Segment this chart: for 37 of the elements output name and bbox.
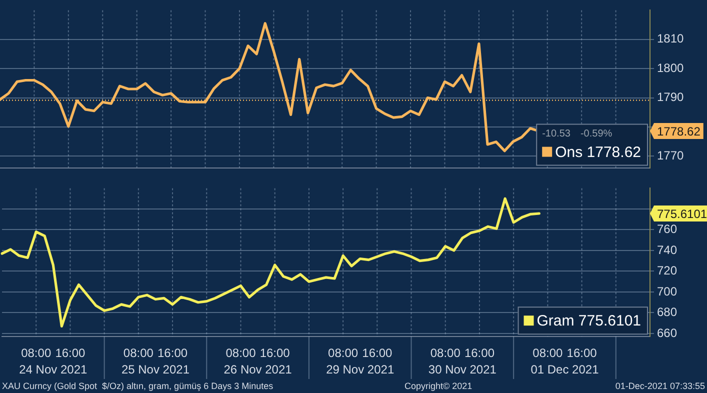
text: 30 Nov 2021 [428, 362, 497, 376]
legend-label: Ons 1778.62 [555, 144, 642, 161]
x-tick-label: 08:00 [123, 346, 154, 360]
legend-label: Gram 775.6101 [536, 312, 642, 330]
text: Copyright© 2021 [404, 381, 472, 391]
y-tick-label: 1790 [657, 90, 684, 104]
text: 01 Dec 2021 [530, 362, 600, 376]
x-tick-label: 08:00 [328, 346, 358, 360]
y-tick-label: 1810 [657, 32, 684, 46]
x-tick-label: 08:00 [226, 346, 256, 360]
text: 29 Nov 2021 [326, 362, 394, 376]
y-tick-label: 1800 [657, 60, 684, 75]
text: 01-Dec-2021 07:33:55 [615, 381, 705, 391]
x-tick-label: 16:00 [566, 346, 598, 360]
x-tick-label: 16:00 [158, 346, 188, 360]
x-tick-label: 08:00 [430, 346, 461, 360]
annotation: -10.53 [542, 128, 571, 140]
text: 1778.62 [657, 124, 701, 138]
x-tick-label: 16:00 [260, 346, 290, 360]
x-tick-label: 16:00 [362, 346, 392, 360]
text: 26 Nov 2021 [224, 362, 292, 376]
x-tick-label: 08:00 [532, 346, 564, 360]
y-tick-label: 660 [657, 326, 678, 340]
y-tick-label: 740 [657, 242, 678, 257]
y-tick-label: 760 [657, 222, 678, 236]
text: 775.6101 [657, 206, 707, 221]
annotation: -0.59% [580, 128, 612, 140]
y-tick-label: 680 [657, 305, 678, 320]
x-tick-label: 16:00 [55, 346, 86, 360]
y-tick-label: 700 [657, 284, 678, 298]
text: 25 Nov 2021 [121, 362, 190, 376]
text: XAU Curncy (Gold Spot $/Oz) altın, gram, gümüş 6 Days 3 Minutes [2, 381, 274, 391]
y-tick-label: 720 [657, 264, 678, 278]
x-tick-label: 16:00 [464, 346, 495, 360]
x-tick-label: 08:00 [21, 346, 52, 360]
y-tick-label: 1770 [657, 148, 684, 162]
text: 24 Nov 2021 [19, 362, 88, 376]
